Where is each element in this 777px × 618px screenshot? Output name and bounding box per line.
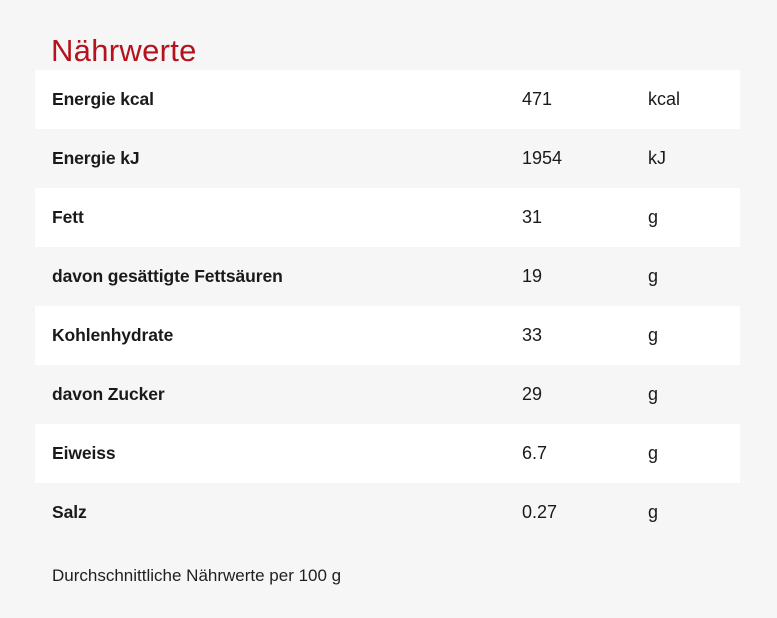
table-row: davon gesättigte Fettsäuren 19 g	[35, 247, 740, 306]
row-label: Kohlenhydrate	[52, 325, 174, 345]
table-row: Energie kJ 1954 kJ	[35, 129, 740, 188]
table-row: Kohlenhydrate 33 g	[35, 306, 740, 365]
row-unit: g	[648, 443, 659, 463]
row-unit: g	[648, 384, 659, 404]
row-label: Fett	[52, 207, 84, 227]
row-label: Energie kJ	[52, 148, 140, 168]
nutrition-table: Energie kcal 471 kcal Energie kJ 1954 kJ…	[35, 70, 740, 542]
row-value: 31	[522, 207, 543, 227]
row-value: 1954	[522, 148, 563, 168]
row-unit: kcal	[648, 89, 681, 109]
row-value: 29	[522, 384, 543, 404]
row-unit: g	[648, 266, 659, 286]
page-title: Nährwerte	[51, 32, 197, 68]
row-label: Energie kcal	[52, 89, 154, 109]
row-unit: g	[648, 207, 659, 227]
row-value: 19	[522, 266, 543, 286]
row-value: 6.7	[522, 443, 548, 463]
row-unit: g	[648, 502, 659, 522]
row-value: 471	[522, 89, 553, 109]
table-row: Fett 31 g	[35, 188, 740, 247]
row-label: Eiweiss	[52, 443, 116, 463]
table-row: davon Zucker 29 g	[35, 365, 740, 424]
row-unit: kJ	[648, 148, 666, 168]
table-row: Eiweiss 6.7 g	[35, 424, 740, 483]
row-value: 33	[522, 325, 543, 345]
row-label: davon gesättigte Fettsäuren	[52, 266, 283, 286]
row-label: davon Zucker	[52, 384, 165, 404]
table-row: Energie kcal 471 kcal	[35, 70, 740, 129]
row-value: 0.27	[522, 502, 558, 522]
row-label: Salz	[52, 502, 87, 522]
table-footnote: Durchschnittliche Nährwerte per 100 g	[52, 566, 342, 585]
row-unit: g	[648, 325, 659, 345]
table-row: Salz 0.27 g	[35, 483, 740, 542]
